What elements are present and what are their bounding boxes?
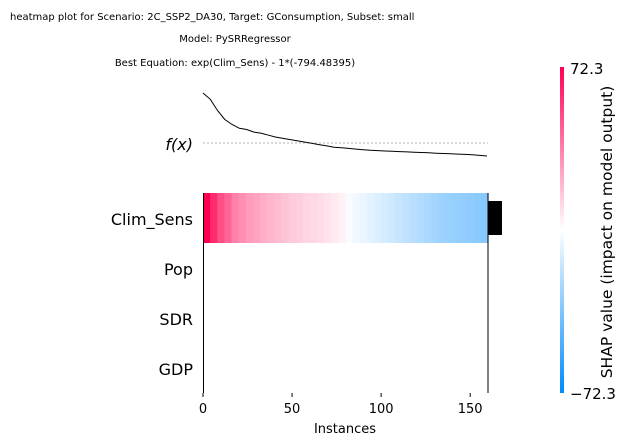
- heatmap-cell: [338, 193, 347, 243]
- heatmap-cell: [438, 193, 446, 243]
- heatmap-cell: [260, 193, 268, 243]
- heatmap-cell: [359, 193, 368, 243]
- heatmap-cell: [281, 193, 290, 243]
- heatmap-cell: [388, 193, 396, 243]
- heatmap-cell: [352, 193, 361, 243]
- heatmap-cell: [295, 193, 304, 243]
- feature-label-clim-sens: Clim_Sens: [111, 210, 193, 230]
- colorbar-min-label: −72.3: [570, 385, 616, 403]
- heatmap-cell: [381, 193, 389, 243]
- heatmap-cell: [331, 193, 339, 243]
- feature-label-gdp: GDP: [159, 360, 194, 379]
- colorbar-label: SHAP value (impact on model output): [598, 86, 616, 379]
- heatmap-cell: [345, 193, 354, 243]
- x-tick-label: 50: [284, 402, 301, 417]
- heatmap-cell: [402, 193, 411, 243]
- heatmap-cells: [203, 193, 489, 243]
- heatmap-cell: [452, 193, 461, 243]
- heatmap-cell: [288, 193, 297, 243]
- x-tick-label: 0: [199, 402, 207, 417]
- heatmap-cell: [217, 193, 225, 243]
- fx-line: [202, 92, 488, 157]
- heatmap-cell: [423, 193, 432, 243]
- heatmap-cell: [466, 193, 475, 243]
- x-axis-ticks: 0 50 100 150: [199, 393, 483, 417]
- heatmap-cell: [409, 193, 418, 243]
- heatmap-cell: [431, 193, 439, 243]
- heatmap-cell: [395, 193, 404, 243]
- chart-title-line-3: Best Equation: exp(Clim_Sens) - 1*(-794.…: [115, 58, 355, 69]
- x-axis-label: Instances: [314, 422, 376, 437]
- heatmap-cell: [480, 193, 489, 243]
- importance-bar: [488, 201, 502, 235]
- heatmap-cell: [416, 193, 425, 243]
- heatmap-cell: [245, 193, 254, 243]
- heatmap-cell: [324, 193, 332, 243]
- feature-label-sdr: SDR: [159, 310, 193, 329]
- heatmap-cell: [210, 193, 218, 243]
- heatmap-cell: [473, 193, 482, 243]
- chart-title-line-2: Model: PySRRegressor: [179, 34, 291, 45]
- heatmap-cell: [302, 193, 311, 243]
- chart-title-line-1: heatmap plot for Scenario: 2C_SSP2_DA30,…: [10, 12, 414, 23]
- heatmap-cell: [231, 193, 240, 243]
- heatmap-cell: [274, 193, 282, 243]
- feature-label-pop: Pop: [164, 260, 193, 279]
- x-tick-label: 100: [369, 402, 394, 417]
- heatmap-cell: [224, 193, 233, 243]
- heatmap-cell: [374, 193, 382, 243]
- heatmap-cell: [267, 193, 275, 243]
- heatmap-cell: [445, 193, 453, 243]
- x-tick-label: 150: [458, 402, 483, 417]
- fx-label: f(x): [165, 135, 193, 154]
- heatmap-cell: [366, 193, 375, 243]
- heatmap-cell: [252, 193, 261, 243]
- colorbar: [560, 67, 564, 393]
- heatmap-cell: [238, 193, 247, 243]
- heatmap-cell: [203, 193, 211, 243]
- heatmap-cell: [317, 193, 325, 243]
- colorbar-max-label: 72.3: [570, 60, 603, 78]
- heatmap-cell: [459, 193, 468, 243]
- heatmap-cell: [309, 193, 318, 243]
